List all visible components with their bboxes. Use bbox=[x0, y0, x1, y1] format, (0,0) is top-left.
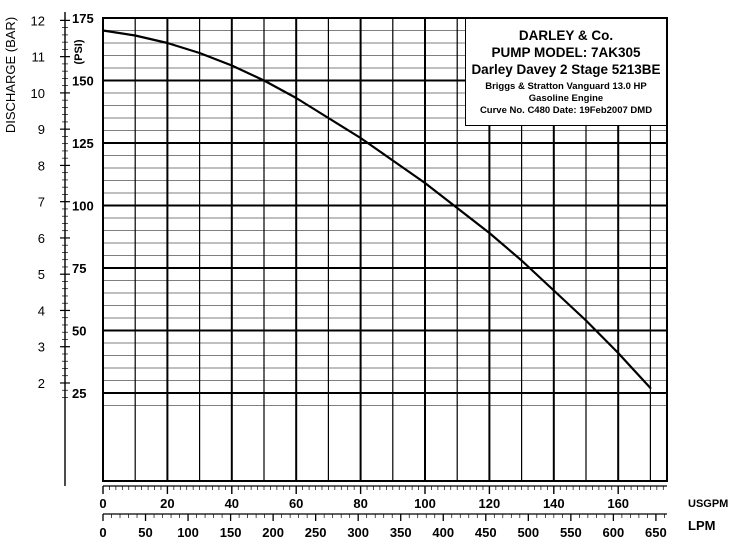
y-tick-label-bar: 9 bbox=[38, 122, 45, 137]
x-axis-title-usgpm: USGPM bbox=[688, 498, 728, 510]
y-tick-label-bar: 3 bbox=[38, 340, 45, 355]
x-tick-label-lpm: 150 bbox=[220, 525, 242, 540]
x-tick-label-usgpm: 0 bbox=[99, 496, 106, 511]
x-tick-label-lpm: 450 bbox=[475, 525, 497, 540]
x-tick-label-usgpm: 100 bbox=[414, 496, 436, 511]
y-tick-label-bar: 6 bbox=[38, 231, 45, 246]
y-tick-label-bar: 10 bbox=[31, 86, 45, 101]
y-tick-label-bar: 11 bbox=[32, 50, 46, 65]
engine-label: Briggs & Stratton Vanguard 13.0 HP bbox=[485, 81, 647, 92]
performance-curve-line bbox=[101, 29, 652, 390]
y-tick-label-psi: 25 bbox=[72, 386, 86, 401]
x-tick-label-lpm: 300 bbox=[347, 525, 369, 540]
y-tick-label-bar: 12 bbox=[31, 13, 45, 28]
y-tick-label-psi: 150 bbox=[72, 74, 94, 89]
plot-frame bbox=[102, 17, 668, 482]
x-axis-title-lpm: LPM bbox=[688, 518, 715, 533]
y-tick-label-bar: 2 bbox=[38, 376, 45, 391]
y-tick-label-psi: 175 bbox=[72, 11, 94, 26]
y-tick-label-psi: 50 bbox=[72, 324, 86, 339]
pump-series-label: Darley Davey 2 Stage 5213BE bbox=[471, 62, 661, 77]
x-tick-label-lpm: 0 bbox=[99, 525, 106, 540]
manufacturer-label: DARLEY & Co. bbox=[518, 28, 614, 43]
y-tick-label-psi: 100 bbox=[72, 199, 94, 214]
y-tick-label-bar: 8 bbox=[38, 158, 45, 173]
x-tick-label-lpm: 400 bbox=[432, 525, 454, 540]
x-tick-label-lpm: 100 bbox=[177, 525, 199, 540]
x-tick-label-usgpm: 160 bbox=[607, 496, 629, 511]
y-tick-label-bar: 7 bbox=[38, 195, 45, 210]
x-tick-label-usgpm: 140 bbox=[543, 496, 565, 511]
pump-info-box: DARLEY & Co. PUMP MODEL: 7AK305 Darley D… bbox=[465, 18, 667, 126]
x-tick-label-lpm: 50 bbox=[138, 525, 152, 540]
y-tick-label-bar: 5 bbox=[38, 267, 45, 282]
x-tick-label-lpm: 350 bbox=[390, 525, 412, 540]
x-tick-label-usgpm: 20 bbox=[160, 496, 174, 511]
x-tick-label-usgpm: 40 bbox=[225, 496, 239, 511]
x-tick-label-lpm: 500 bbox=[517, 525, 539, 540]
x-tick-label-lpm: 550 bbox=[560, 525, 582, 540]
y-axis-unit-psi: (PSI) bbox=[73, 39, 85, 64]
curve-info-label: Curve No. C480 Date: 19Feb2007 DMD bbox=[479, 105, 653, 116]
x-tick-label-lpm: 250 bbox=[305, 525, 327, 540]
x-tick-label-lpm: 200 bbox=[262, 525, 284, 540]
x-tick-label-usgpm: 80 bbox=[353, 496, 367, 511]
pump-model-label: PUMP MODEL: 7AK305 bbox=[491, 45, 641, 60]
x-tick-label-usgpm: 120 bbox=[479, 496, 501, 511]
y-tick-label-psi: 125 bbox=[72, 136, 94, 151]
y-tick-label-psi: 75 bbox=[72, 261, 86, 276]
x-tick-label-lpm: 600 bbox=[603, 525, 625, 540]
x-tick-label-usgpm: 60 bbox=[289, 496, 303, 511]
fuel-type-label: Gasoline Engine bbox=[528, 93, 604, 104]
y-axis-title-bar: DISCHARGE (BAR) bbox=[3, 17, 18, 133]
x-tick-label-lpm: 650 bbox=[645, 525, 667, 540]
y-tick-label-bar: 4 bbox=[38, 303, 45, 318]
